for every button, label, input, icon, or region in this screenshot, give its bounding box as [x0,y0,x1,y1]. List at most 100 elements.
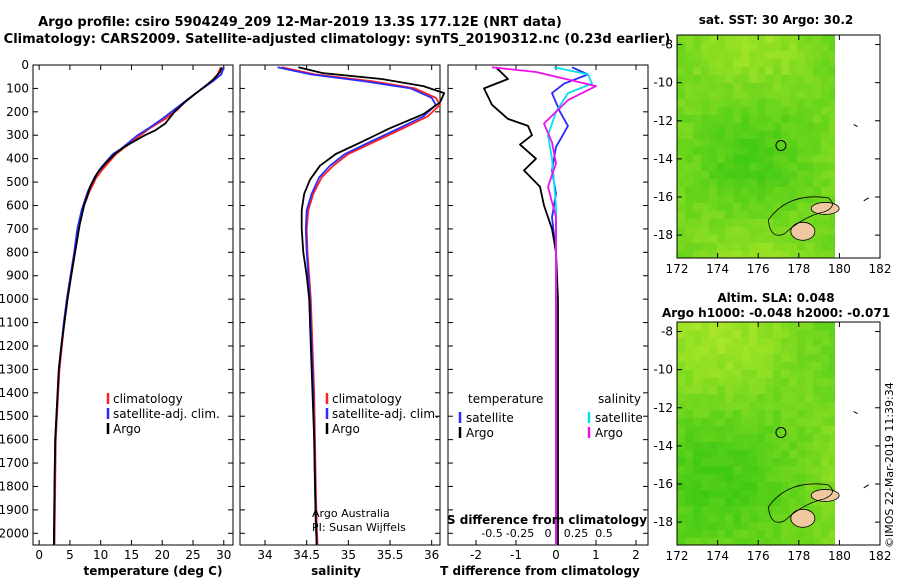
sla_map-cell [797,346,805,354]
header-line1: Argo profile: csiro 5904249_209 12-Mar-2… [38,15,562,30]
sla_map-cell [717,458,725,466]
sla_map-cell [813,362,821,370]
sla_map-cell [709,346,717,354]
sst_map-cell [805,155,813,163]
map-y-tick-label: -16 [653,477,673,491]
sla_map-cell [765,514,773,522]
sla_map-cell [717,386,725,394]
sla_map-cell [757,426,765,434]
sst_map-cell [829,211,835,219]
sst_map-cell [773,243,781,251]
sla_map-cell [709,482,717,490]
sla_map-cell [805,538,813,545]
sst_map-cell [709,107,717,115]
sla_map-cell [741,370,749,378]
sla_map-cell [765,538,773,545]
sla_map-cell [781,418,789,426]
sst_map-cell [821,35,829,43]
sla_map-cell [797,458,805,466]
sst_map-cell [813,251,821,258]
sla_map-cell [693,538,701,545]
sst_map-cell [773,195,781,203]
sst_map-cell [757,163,765,171]
sst_map-cell [717,115,725,123]
sla_map-cell [797,434,805,442]
sla_map-cell [773,362,781,370]
sla_map-cell [797,466,805,474]
sla_map-cell [733,346,741,354]
sst_map-cell [701,147,709,155]
map-x-tick-label: 178 [787,549,810,563]
sst_map-cell [677,67,685,75]
sst_map-cell [789,123,797,131]
sla_map-cell [813,354,821,362]
sla_map-cell [693,346,701,354]
sst_map-cell [725,139,733,147]
sla_map-cell [709,474,717,482]
sla_map-cell [829,338,835,346]
sla_map-cell [797,338,805,346]
sst_map-cell [693,115,701,123]
sla_map-cell [717,498,725,506]
sla_map-cell [725,354,733,362]
sla_map-cell [749,370,757,378]
sla_map-cell [701,338,709,346]
map-x-tick-label: 174 [706,549,729,563]
sla_map-cell [813,322,821,330]
sst_map-cell [717,107,725,115]
sla_map-cell [677,458,685,466]
sst_map-cell [693,203,701,211]
sla_map-cell [733,506,741,514]
sla_map-cell [717,322,725,330]
sst_map-cell [829,195,835,203]
sst_map-cell [749,155,757,163]
sst_map-cell [813,51,821,59]
sla_map-cell [757,354,765,362]
sla_map-cell [757,338,765,346]
sla_map-cell [781,522,789,530]
sst_map-cell [685,35,693,43]
sst_map-cell [781,51,789,59]
sla_map-cell [717,474,725,482]
sst_map-cell [765,235,773,243]
sst_map-cell [813,187,821,195]
x-tick-label: 30 [216,548,231,562]
sst_map-cell [709,163,717,171]
sst_map-cell [789,219,797,227]
sla_map-cell [701,458,709,466]
sst_map-cell [741,251,749,258]
sla_map-cell [709,338,717,346]
sla_map-cell [805,362,813,370]
sst_map-cell [733,115,741,123]
sst_map-cell [749,163,757,171]
sst_map-cell [765,195,773,203]
sla_map-cell [773,322,781,330]
sla_map-cell [741,322,749,330]
sla_map-cell [749,434,757,442]
sst_map-cell [685,179,693,187]
sst_map-cell [725,107,733,115]
sst_map-cell [749,179,757,187]
sla_map-cell [773,346,781,354]
sla_map-cell [733,330,741,338]
sst_map-cell [749,187,757,195]
sla_map-cell [821,346,829,354]
sla_map-cell [749,338,757,346]
sst_map-cell [821,75,829,83]
sst_map-cell [685,131,693,139]
sst_map-cell [757,243,765,251]
sst_map-cell [757,123,765,131]
sla_map-cell [741,474,749,482]
sst_map-cell [757,179,765,187]
sst_map-cell [741,35,749,43]
sst_map-cell [821,163,829,171]
sst_map-cell [749,227,757,235]
legend-label-1: satellite-adj. clim. [332,407,439,421]
sst_map-cell [733,91,741,99]
sst_map-cell [757,251,765,258]
sst_map-cell [741,211,749,219]
sst_map-cell [821,139,829,147]
sst_map-cell [773,211,781,219]
sla_map-cell [717,522,725,530]
sst_map-cell [797,243,805,251]
